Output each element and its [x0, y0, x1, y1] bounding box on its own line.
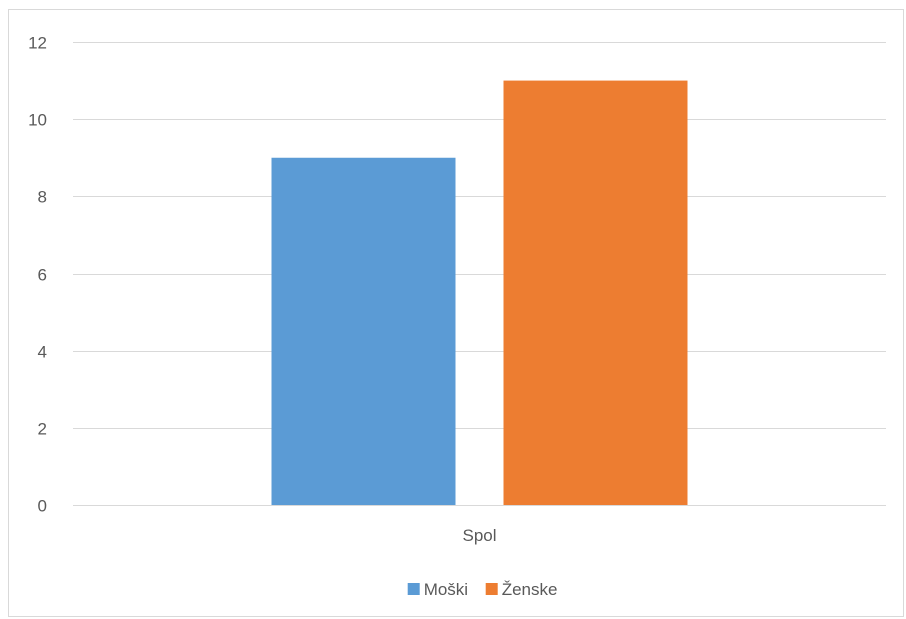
chart-frame: [8, 9, 904, 617]
y-tick-label-0: 0: [38, 497, 47, 516]
y-tick-label-6: 6: [38, 266, 47, 285]
legend-label-moški: Moški: [424, 580, 468, 599]
y-tick-label-12: 12: [28, 34, 47, 53]
x-axis-tick-labels: Spol: [462, 526, 496, 545]
y-tick-label-4: 4: [38, 343, 47, 362]
bar-ženske-spol: [503, 80, 688, 505]
legend-swatch-ženske: [485, 583, 498, 595]
bar-moški-spol: [271, 157, 456, 505]
y-axis-tick-labels: 0 2 4 6 8 10 12: [28, 34, 47, 516]
y-tick-label-2: 2: [38, 420, 47, 439]
legend-swatch-moški: [407, 583, 420, 595]
x-tick-label-spol: Spol: [462, 526, 496, 545]
y-tick-label-8: 8: [38, 188, 47, 207]
legend-label-ženske: Ženske: [502, 580, 558, 599]
y-tick-label-10: 10: [28, 111, 47, 130]
legend: Moški Ženske: [407, 580, 558, 599]
gridlines: [73, 42, 886, 506]
bars: [271, 80, 688, 505]
